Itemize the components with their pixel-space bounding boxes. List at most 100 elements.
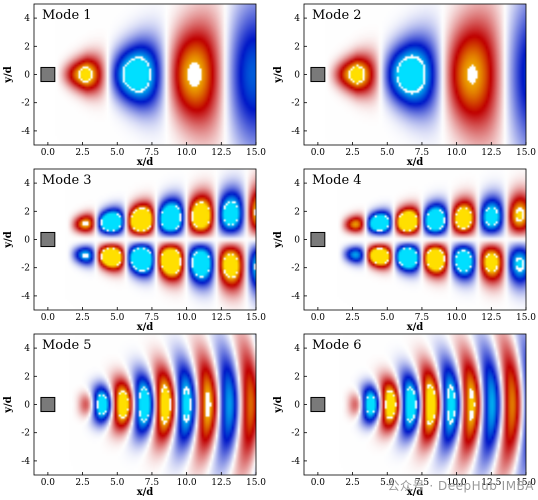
x-axis-label: x/d [137,322,154,333]
x-tick-label: 10.0 [447,478,467,488]
cylinder-body [310,231,326,248]
y-tick-label: -2 [291,99,300,109]
y-axis-label: y/d [3,396,14,413]
mode-panel-3: 0.0 2.5 5.0 7.5 10.0 12.5 15.0 4 2 0 -2 -4 x/d y/d Mod… [0,165,268,333]
x-axis-label: x/d [407,487,424,498]
x-tick-label: 10.0 [177,478,197,488]
x-tick-label: 12.5 [481,148,501,158]
x-tick-label: 15.0 [246,148,266,158]
y-tick-label: -4 [21,292,30,302]
x-tick-label: 2.5 [75,313,90,323]
y-tick-label: -4 [291,457,300,467]
x-tick-label: 7.5 [415,148,430,158]
y-tick-label: 2 [24,207,30,217]
x-tick-label: 2.5 [345,313,360,323]
x-axis-label: x/d [407,322,424,333]
x-tick-label: 0.0 [41,478,56,488]
x-axis-label: x/d [137,157,154,168]
y-tick-label: -2 [291,429,300,439]
y-tick-label: -2 [21,264,30,274]
y-tick-label: 4 [294,179,300,189]
mode-plot-5: 0.0 2.5 5.0 7.5 10.0 12.5 15.0 4 2 0 -2 -4 x/d y/d Mod… [3,333,266,498]
x-tick-label: 5.0 [380,478,395,488]
y-axis-label: y/d [3,66,14,83]
y-tick-label: -4 [21,127,30,137]
x-tick-label: 12.5 [481,313,501,323]
y-tick-label: -2 [21,429,30,439]
mode-plot-1: 0.0 2.5 5.0 7.5 10.0 12.5 15.0 4 2 0 -2 -4 x/d y/d Mod… [3,3,266,168]
x-tick-label: 5.0 [110,313,125,323]
mode-field-image [304,169,526,310]
x-tick-label: 15.0 [516,478,536,488]
y-axis-label: y/d [3,231,14,248]
y-tick-label: -2 [291,264,300,274]
x-tick-label: 10.0 [177,313,197,323]
x-tick-label: 5.0 [380,148,395,158]
y-tick-label: 0 [24,236,30,246]
mode-panel-1: 0.0 2.5 5.0 7.5 10.0 12.5 15.0 4 2 0 -2 -4 x/d y/d Mod… [0,0,268,168]
y-tick-label: -2 [21,99,30,109]
y-tick-label: 0 [294,401,300,411]
y-axis-label: y/d [273,396,284,413]
x-tick-label: 10.0 [447,148,467,158]
mode-label: Mode 2 [312,8,362,23]
y-tick-label: 2 [294,207,300,217]
x-tick-label: 0.0 [311,148,326,158]
mode-field-image [304,334,526,475]
y-tick-label: 0 [24,401,30,411]
mode-label: Mode 1 [42,8,92,23]
x-tick-label: 10.0 [177,148,197,158]
x-tick-label: 15.0 [516,313,536,323]
y-tick-label: 4 [294,14,300,24]
mode-label: Mode 4 [312,173,362,188]
y-tick-label: -4 [291,127,300,137]
cylinder-body [310,396,326,413]
mode-field-image [304,4,526,145]
x-tick-label: 7.5 [145,313,160,323]
mode-panel-2: 0.0 2.5 5.0 7.5 10.0 12.5 15.0 4 2 0 -2 -4 x/d y/d Mod… [270,0,538,168]
x-tick-label: 7.5 [415,478,430,488]
x-tick-label: 0.0 [41,148,56,158]
x-tick-label: 2.5 [345,148,360,158]
cylinder-body [40,231,56,248]
watermark-text: 公众号 · DeepHub IMBA [387,479,534,493]
y-tick-label: 0 [294,236,300,246]
x-tick-label: 12.5 [211,478,231,488]
x-tick-label: 7.5 [145,478,160,488]
mode-plot-4: 0.0 2.5 5.0 7.5 10.0 12.5 15.0 4 2 0 -2 -4 x/d y/d Mod… [273,168,536,333]
x-tick-label: 12.5 [211,148,231,158]
x-tick-label: 2.5 [75,148,90,158]
y-tick-label: 4 [24,344,30,354]
mode-plot-2: 0.0 2.5 5.0 7.5 10.0 12.5 15.0 4 2 0 -2 -4 x/d y/d Mod… [273,3,536,168]
y-tick-label: 2 [294,372,300,382]
y-tick-label: 4 [24,14,30,24]
mode-plot-3: 0.0 2.5 5.0 7.5 10.0 12.5 15.0 4 2 0 -2 -4 x/d y/d Mod… [3,168,266,333]
mode-label: Mode 3 [42,173,92,188]
y-tick-label: 2 [24,372,30,382]
cylinder-body [40,396,56,413]
y-tick-label: 0 [24,71,30,81]
x-tick-label: 10.0 [447,313,467,323]
x-tick-label: 15.0 [246,478,266,488]
x-tick-label: 0.0 [311,313,326,323]
x-tick-label: 0.0 [41,313,56,323]
x-tick-label: 2.5 [345,478,360,488]
x-tick-label: 5.0 [110,478,125,488]
y-tick-label: 2 [294,42,300,52]
y-tick-label: 4 [294,344,300,354]
x-axis-label: x/d [407,157,424,168]
y-tick-label: -4 [21,457,30,467]
mode-field-image [34,4,256,145]
cylinder-body [40,66,56,83]
y-axis-label: y/d [273,66,284,83]
x-tick-label: 15.0 [246,313,266,323]
x-tick-label: 2.5 [75,478,90,488]
mode-plot-6: 0.0 2.5 5.0 7.5 10.0 12.5 15.0 4 2 0 -2 -4 x/d y/d Mod… [273,333,536,498]
mode-panel-5: 0.0 2.5 5.0 7.5 10.0 12.5 15.0 4 2 0 -2 -4 x/d y/d Mod… [0,330,268,498]
mode-field-image [34,169,256,310]
cylinder-body [310,66,326,83]
x-tick-label: 12.5 [481,478,501,488]
mode-label: Mode 6 [312,338,362,353]
y-tick-label: 2 [24,42,30,52]
x-tick-label: 7.5 [415,313,430,323]
